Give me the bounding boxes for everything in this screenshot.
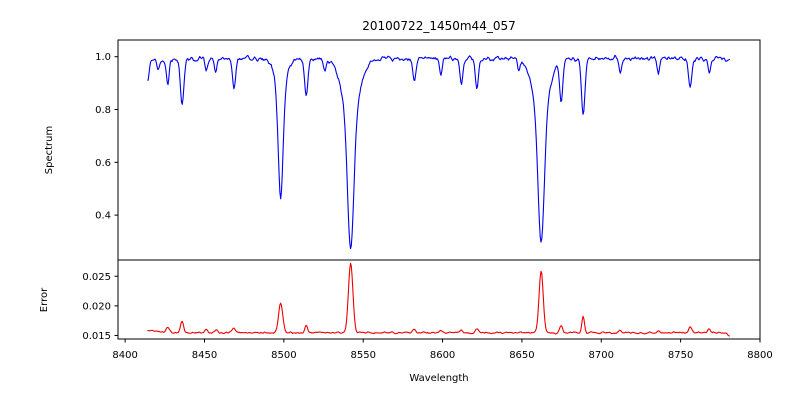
spectrum-line bbox=[147, 54, 731, 250]
y-tick-label-error: 0.025 bbox=[82, 272, 111, 283]
y-axis-label-error: Error bbox=[39, 287, 50, 312]
x-tick-label: 8450 bbox=[192, 350, 217, 361]
x-tick-label: 8750 bbox=[668, 350, 693, 361]
error-line bbox=[147, 262, 730, 337]
y-tick-label-error: 0.015 bbox=[82, 331, 111, 342]
x-tick-label: 8400 bbox=[112, 350, 137, 361]
panel-frame-error bbox=[117, 259, 761, 340]
x-tick-label: 8600 bbox=[430, 350, 455, 361]
y-axis-label-spectrum: Spectrum bbox=[44, 126, 55, 174]
y-tick-label-spectrum: 0.4 bbox=[95, 211, 111, 222]
x-tick-label: 8550 bbox=[350, 350, 375, 361]
x-tick-label: 8800 bbox=[747, 350, 772, 361]
y-tick-label-error: 0.020 bbox=[82, 301, 111, 312]
y-tick-label-spectrum: 0.6 bbox=[95, 158, 111, 169]
x-axis-label: Wavelength bbox=[409, 373, 468, 384]
x-tick-label: 8700 bbox=[589, 350, 614, 361]
chart-title: 20100722_1450m44_057 bbox=[362, 19, 515, 33]
y-tick-label-spectrum: 1.0 bbox=[95, 52, 111, 63]
x-tick-label: 8650 bbox=[509, 350, 534, 361]
y-tick-label-spectrum: 0.8 bbox=[95, 105, 111, 116]
x-tick-label: 8500 bbox=[271, 350, 296, 361]
